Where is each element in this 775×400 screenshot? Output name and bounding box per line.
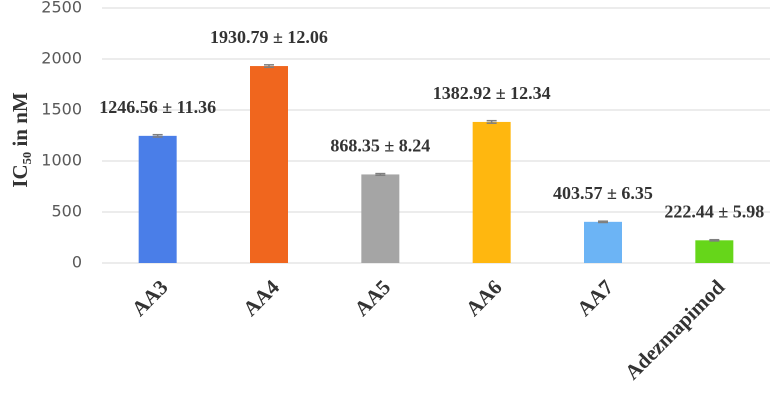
error-bar bbox=[598, 220, 608, 224]
value-label: 403.57 ± 6.35 bbox=[553, 183, 653, 203]
value-label: 868.35 ± 8.24 bbox=[330, 136, 430, 156]
value-label: 1930.79 ± 12.06 bbox=[210, 27, 328, 47]
error-bar bbox=[709, 238, 720, 242]
error-bar bbox=[152, 133, 163, 138]
y-tick-label: 500 bbox=[51, 202, 82, 221]
value-label: 1382.92 ± 12.34 bbox=[433, 83, 551, 103]
error-bar bbox=[264, 64, 274, 69]
x-tick-label: Adezmapimod bbox=[620, 275, 730, 385]
x-tick-label: AA4 bbox=[238, 275, 284, 321]
bar bbox=[250, 66, 288, 263]
y-tick-label: 2000 bbox=[41, 49, 82, 68]
x-tick-label: AA3 bbox=[127, 275, 173, 321]
value-label: 1246.56 ± 11.36 bbox=[99, 97, 216, 117]
y-tick-label: 1000 bbox=[41, 151, 82, 170]
error-bar bbox=[486, 119, 497, 124]
y-tick-label: 0 bbox=[72, 253, 82, 272]
y-tick-label: 1500 bbox=[41, 100, 82, 119]
bar bbox=[695, 240, 734, 263]
x-tick-label: AA6 bbox=[461, 275, 507, 321]
y-axis-label: IC₅₀ in nM bbox=[8, 92, 32, 188]
x-tick-label: AA7 bbox=[572, 275, 618, 321]
bar bbox=[138, 135, 177, 263]
x-tick-label: AA5 bbox=[349, 275, 395, 321]
value-label: 222.44 ± 5.98 bbox=[664, 201, 764, 221]
error-bar bbox=[375, 172, 386, 177]
y-tick-label: 2500 bbox=[41, 0, 82, 17]
bar bbox=[584, 221, 622, 263]
bar bbox=[361, 174, 400, 263]
bar bbox=[472, 121, 511, 263]
